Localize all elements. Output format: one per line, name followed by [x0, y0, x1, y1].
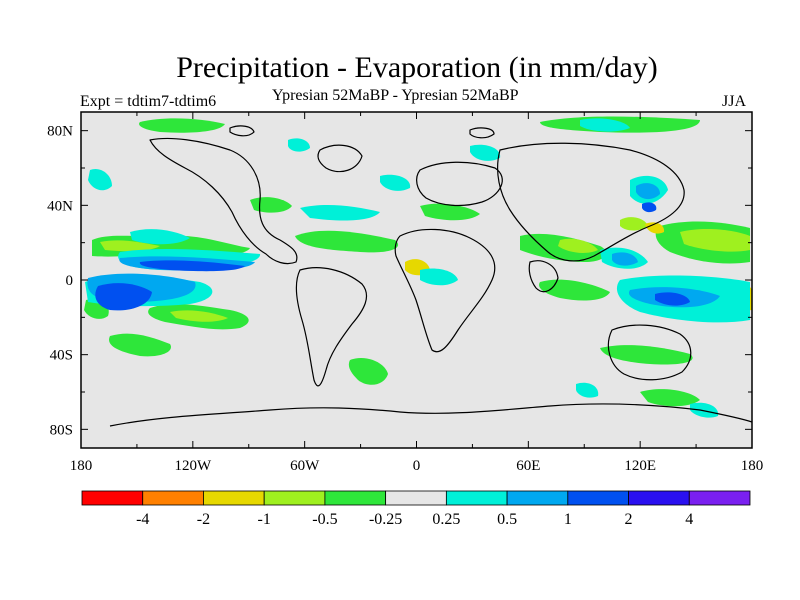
contour-lightgreen-region: [680, 229, 750, 252]
colorbar-swatch: [385, 490, 447, 506]
contour-lightblue-region: [612, 252, 638, 266]
contour-green-region: [600, 345, 693, 365]
coastline-north-america: [149, 137, 298, 265]
contour-lightgreen-region: [100, 240, 160, 252]
colorbar-label: 2: [625, 511, 633, 528]
coastline-antarctica: [109, 403, 752, 427]
coastline-south-america: [295, 267, 367, 387]
contour-cyan-region: [576, 382, 599, 398]
contour-cyan-region: [470, 144, 501, 161]
lon-tick-label: 180: [70, 458, 93, 474]
season-label: JJA: [722, 93, 747, 110]
experiment-label: Expt = tdtim7-tdtim6: [80, 93, 217, 110]
colorbar-swatch: [445, 490, 508, 506]
lon-tick-label: 120E: [624, 458, 656, 474]
contour-lightblue-region: [636, 183, 660, 200]
colorbar-swatch: [628, 490, 690, 506]
contour-lightgreen-region: [558, 238, 598, 253]
lat-tick-label: 80S: [50, 422, 73, 438]
colorbar-swatch: [203, 490, 265, 506]
colorbar-label: -0.5: [312, 511, 337, 528]
contour-cyan-region: [88, 168, 112, 191]
contour-lightgreen-region: [170, 310, 228, 322]
lat-tick-label: 0: [66, 273, 74, 289]
contour-green-region: [348, 357, 388, 385]
lat-tick-label: 40S: [50, 348, 73, 364]
axis-ticks: 180 120W 60W 0 60E 120E 180 80N 40N 0 40S 80S: [47, 112, 763, 474]
coastline-asia: [497, 142, 685, 262]
coastline-africa: [394, 228, 496, 353]
contour-green-region: [295, 230, 399, 253]
colorbar-swatch: [324, 490, 387, 506]
contour-fields: [84, 116, 752, 427]
lat-tick-label: 80N: [47, 124, 73, 140]
colorbar-swatch: [688, 490, 751, 506]
contour-green-region: [250, 197, 292, 213]
colorbar-label: 0.5: [497, 511, 517, 528]
colorbar-label: 0.25: [432, 511, 460, 528]
contour-yellow-region: [645, 222, 665, 234]
contour-blue-region: [642, 202, 657, 213]
coastline-india: [528, 260, 559, 293]
contour-blue-region: [139, 260, 245, 272]
colorbar-label: -0.25: [369, 511, 402, 528]
contour-green-region: [420, 203, 480, 221]
contour-blue-region: [655, 292, 690, 306]
colorbar-swatch: [81, 490, 144, 506]
lon-tick-label: 60W: [290, 458, 320, 474]
chart-title: Precipitation - Evaporation (in mm/day): [176, 51, 658, 84]
colorbar-label: -2: [197, 511, 210, 528]
lat-tick-label: 40N: [47, 198, 73, 214]
subtitle: Ypresian 52MaBP - Ypresian 52MaBP: [272, 87, 519, 104]
contour-cyan-region: [288, 138, 310, 152]
contour-cyan-region: [580, 118, 630, 132]
colorbar-label: -4: [136, 511, 149, 528]
lon-tick-label: 0: [413, 458, 421, 474]
coastline-arctic-islands: [229, 125, 495, 139]
colorbar-swatch: [142, 490, 204, 506]
lon-tick-label: 60E: [516, 458, 540, 474]
contour-cyan-region: [420, 268, 458, 286]
contour-cyan-region: [130, 229, 190, 245]
contour-green-region: [139, 118, 225, 133]
contour-cyan-region: [690, 402, 719, 418]
coastlines: [109, 125, 752, 427]
coastline-greenland: [317, 144, 363, 173]
contour-lightgreen-region: [620, 217, 648, 231]
colorbar-label: 4: [685, 511, 693, 528]
contour-cyan-region: [300, 205, 380, 221]
lon-tick-label: 180: [741, 458, 764, 474]
colorbar-label: -1: [258, 511, 271, 528]
colorbar-label: 1: [564, 511, 572, 528]
coastline-europe: [416, 161, 503, 207]
contour-blue-region: [95, 283, 152, 311]
contour-green-region: [640, 389, 700, 407]
colorbar: -4 -2 -1 -0.5 -0.25 0.25 0.5 1 2 4: [81, 490, 751, 528]
colorbar-swatch: [506, 490, 569, 506]
contour-green-region: [539, 279, 610, 301]
contour-green-region: [109, 333, 171, 357]
colorbar-swatch: [263, 490, 326, 506]
contour-cyan-region: [380, 174, 411, 191]
coastline-australia: [607, 324, 692, 381]
colorbar-swatch: [567, 490, 629, 506]
lon-tick-label: 120W: [174, 458, 212, 474]
